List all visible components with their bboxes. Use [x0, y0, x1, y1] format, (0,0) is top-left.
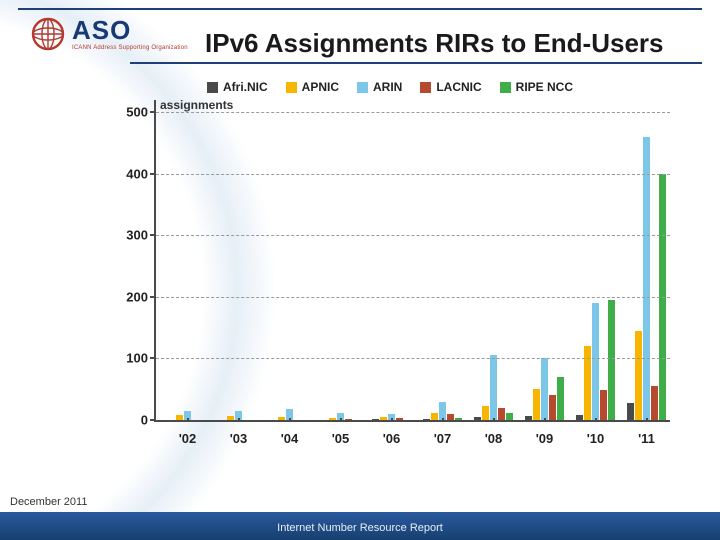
legend-label: RIPE NCC [516, 80, 573, 94]
x-tick-label: '07 [434, 431, 452, 446]
legend: Afri.NIC APNIC ARIN LACNIC RIPE NCC [100, 80, 680, 94]
plot-area: assignments 0100200300400500'02'03'04'05… [110, 100, 670, 450]
slide: ASO ICANN Address Supporting Organizatio… [0, 0, 720, 540]
bar [227, 416, 234, 420]
x-tick-label: '05 [332, 431, 350, 446]
legend-item: ARIN [357, 80, 402, 94]
top-rule [18, 8, 702, 10]
y-tick-label: 500 [110, 105, 154, 120]
gridline [156, 358, 670, 359]
y-tick-mark [150, 419, 154, 421]
bar [506, 413, 513, 420]
bar [345, 419, 352, 420]
globe-icon [30, 16, 66, 52]
gridline [156, 174, 670, 175]
bar [372, 419, 379, 420]
legend-item: Afri.NIC [207, 80, 268, 94]
x-tick-mark [187, 418, 189, 422]
legend-label: ARIN [373, 80, 402, 94]
aso-logo: ASO ICANN Address Supporting Organizatio… [30, 16, 188, 52]
y-tick-mark [150, 111, 154, 113]
y-tick-mark [150, 296, 154, 298]
footer-date: December 2011 [10, 496, 87, 508]
bar [447, 414, 454, 420]
x-tick-mark [544, 418, 546, 422]
x-tick-label: '08 [485, 431, 503, 446]
x-tick-mark [646, 418, 648, 422]
bar [651, 386, 658, 420]
bars-area [156, 100, 670, 420]
legend-swatch [500, 82, 511, 93]
bar [635, 331, 642, 420]
page-title: IPv6 Assignments RIRs to End-Users [205, 28, 664, 59]
y-tick-label: 400 [110, 166, 154, 181]
legend-item: RIPE NCC [500, 80, 573, 94]
x-tick-label: '09 [536, 431, 554, 446]
y-tick-label: 200 [110, 289, 154, 304]
x-tick-mark [493, 418, 495, 422]
x-tick-mark [238, 418, 240, 422]
footer-title: Internet Number Resource Report [0, 522, 720, 534]
x-tick-label: '03 [230, 431, 248, 446]
legend-swatch [207, 82, 218, 93]
gridline [156, 297, 670, 298]
x-tick-mark [289, 418, 291, 422]
bar [482, 406, 489, 420]
bar [541, 358, 548, 420]
x-tick-label: '02 [179, 431, 197, 446]
bar [576, 415, 583, 420]
legend-swatch [286, 82, 297, 93]
x-tick-label: '11 [638, 431, 655, 446]
bar [592, 303, 599, 420]
bar [549, 395, 556, 420]
legend-item: APNIC [286, 80, 339, 94]
bar [643, 137, 650, 420]
bar [608, 300, 615, 420]
legend-label: LACNIC [436, 80, 481, 94]
bar [627, 403, 634, 420]
bar [431, 413, 438, 420]
x-tick-mark [391, 418, 393, 422]
legend-swatch [357, 82, 368, 93]
x-tick-label: '06 [383, 431, 401, 446]
bar [380, 417, 387, 420]
logo-text: ASO [72, 17, 188, 43]
y-tick-label: 300 [110, 228, 154, 243]
x-axis [154, 420, 670, 422]
bar [329, 418, 336, 420]
x-tick-mark [442, 418, 444, 422]
y-tick-label: 0 [110, 413, 154, 428]
bar [176, 415, 183, 420]
bar [474, 417, 481, 420]
bar [498, 408, 505, 420]
y-tick-mark [150, 173, 154, 175]
x-tick-mark [595, 418, 597, 422]
bar [533, 389, 540, 420]
bar [525, 416, 532, 420]
gridline [156, 112, 670, 113]
bar [455, 418, 462, 420]
bar [557, 377, 564, 420]
bar [396, 418, 403, 420]
y-tick-mark [150, 357, 154, 359]
chart: Afri.NICAPNICARINLACNICRIPE NCC assignme… [100, 80, 680, 480]
bar [423, 419, 430, 420]
legend-swatch [420, 82, 431, 93]
footer-bar: Internet Number Resource Report [0, 512, 720, 540]
x-tick-mark [340, 418, 342, 422]
legend-label: APNIC [302, 80, 339, 94]
y-tick-mark [150, 234, 154, 236]
legend-item: LACNIC [420, 80, 481, 94]
x-tick-label: '10 [587, 431, 605, 446]
y-tick-label: 100 [110, 351, 154, 366]
bar [600, 390, 607, 420]
legend-label: Afri.NIC [223, 80, 268, 94]
bar [278, 417, 285, 420]
bar [490, 355, 497, 420]
bar [584, 346, 591, 420]
gridline [156, 235, 670, 236]
title-underline [130, 62, 702, 64]
x-tick-label: '04 [281, 431, 299, 446]
logo-tagline: ICANN Address Supporting Organization [72, 45, 188, 51]
